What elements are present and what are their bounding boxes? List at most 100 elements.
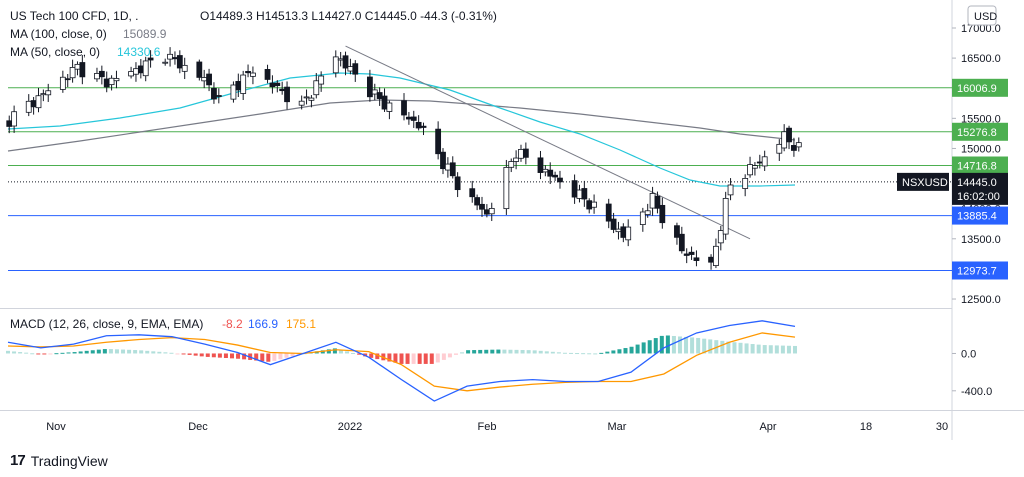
candle-body — [776, 143, 783, 154]
candle-body — [347, 66, 354, 72]
macd-histogram-bar — [175, 353, 180, 355]
candle-body — [162, 61, 169, 64]
countdown-label: 16:02:00 — [957, 191, 1000, 203]
ma50-legend-value: 14330.6 — [117, 45, 161, 59]
x-tick-label: Feb — [478, 421, 497, 433]
macd-value: 166.9 — [248, 317, 278, 331]
candle-body — [230, 84, 237, 100]
macd-histogram-bar — [114, 349, 119, 354]
macd-histogram-bar — [217, 353, 222, 358]
macd-histogram-bar — [690, 337, 695, 354]
last-price-box — [952, 172, 1008, 205]
candle-body — [756, 161, 763, 164]
candle-body — [610, 218, 617, 230]
currency-label: USD — [974, 11, 997, 23]
macd-histogram-bar — [435, 353, 440, 363]
candle-body — [137, 65, 144, 74]
macd-histogram-bar — [647, 340, 652, 354]
macd-histogram-bar — [671, 335, 676, 354]
candle-body — [483, 209, 490, 215]
candle-body — [557, 177, 563, 183]
level-label-box — [952, 261, 1008, 280]
macd-histogram-bar — [211, 353, 216, 358]
candle-body — [176, 55, 183, 69]
macd-histogram-bar — [369, 353, 374, 358]
level-label-box — [952, 78, 1008, 97]
candle-body — [688, 251, 695, 255]
macd-histogram-bar — [466, 350, 471, 354]
candle-body — [742, 178, 749, 189]
macd-histogram-bar — [768, 345, 773, 354]
macd-histogram-bar — [18, 352, 23, 354]
candle-body — [128, 71, 134, 77]
candle-body — [11, 111, 18, 127]
chart-title: US Tech 100 CFD, 1D, . — [10, 9, 139, 23]
level-label-box — [952, 122, 1008, 141]
macd-histogram-bar — [532, 350, 537, 354]
x-tick-label: Nov — [46, 421, 66, 433]
macd-histogram-bar — [102, 349, 107, 354]
symbol-tag: NSXUSD — [902, 177, 948, 189]
candle-body — [479, 203, 485, 210]
macd-histogram-bar — [205, 353, 210, 357]
macd-histogram-bar — [750, 344, 755, 354]
macd-histogram-bar — [587, 353, 592, 355]
ma100-legend-value: 15089.9 — [123, 27, 167, 41]
macd-histogram-bar — [151, 351, 156, 354]
candle-body — [376, 92, 383, 99]
candle-body — [40, 93, 47, 96]
candle-body — [625, 226, 632, 241]
candle-body — [605, 203, 612, 222]
macd-histogram-bar — [84, 350, 89, 354]
macd-histogram-bar — [284, 353, 289, 358]
macd-histogram-bar — [484, 349, 489, 354]
macd-histogram-bar — [181, 353, 186, 355]
x-tick-label: Apr — [759, 421, 776, 433]
x-tick-label: Dec — [188, 421, 208, 433]
candle-body — [405, 116, 412, 120]
candle-body — [30, 100, 37, 108]
candle-body — [386, 102, 393, 112]
macd-histogram-bar — [345, 351, 350, 354]
candle-body — [415, 121, 422, 129]
tradingview-footer[interactable]: 17 TradingView — [10, 452, 108, 469]
candle-body — [615, 228, 622, 233]
macd-histogram-bar — [296, 353, 301, 355]
candle-body — [59, 76, 66, 90]
candle-body — [337, 58, 344, 61]
macd-histogram-bar — [351, 353, 356, 355]
candle-body — [454, 176, 461, 191]
candle-body — [722, 197, 729, 235]
macd-histogram-bar — [169, 352, 174, 354]
candle-body — [537, 157, 544, 173]
candle-body — [674, 225, 680, 238]
candle-body — [211, 87, 217, 100]
macd-histogram-bar — [756, 344, 761, 354]
candle-body — [245, 71, 251, 74]
macd-histogram-bar — [78, 351, 83, 354]
candle-body — [552, 174, 559, 178]
candle-body — [727, 184, 734, 196]
candle-body — [586, 200, 593, 210]
macd-histogram-bar — [423, 353, 428, 364]
macd-histogram-bar — [145, 350, 150, 354]
macd-histogram-bar — [90, 350, 95, 354]
y-tick-label: 15000.0 — [961, 143, 1001, 155]
candle-body — [25, 100, 32, 113]
candle-body — [269, 82, 276, 88]
candle-body — [576, 189, 583, 199]
macd-histogram-bar — [326, 349, 331, 354]
macd-histogram-bar — [629, 346, 634, 354]
macd-histogram-bar — [260, 353, 265, 362]
macd-histogram-bar — [708, 339, 713, 354]
macd-histogram-bar — [139, 350, 144, 354]
candle-body — [274, 82, 281, 86]
candle-body — [542, 168, 549, 173]
macd-histogram-bar — [496, 349, 501, 354]
macd-histogram-bar — [320, 350, 325, 354]
candle-body — [401, 100, 407, 116]
macd-histogram-bar — [30, 353, 35, 355]
last-price-label: 14445.0 — [957, 177, 997, 189]
macd-histogram-bar — [514, 349, 519, 354]
